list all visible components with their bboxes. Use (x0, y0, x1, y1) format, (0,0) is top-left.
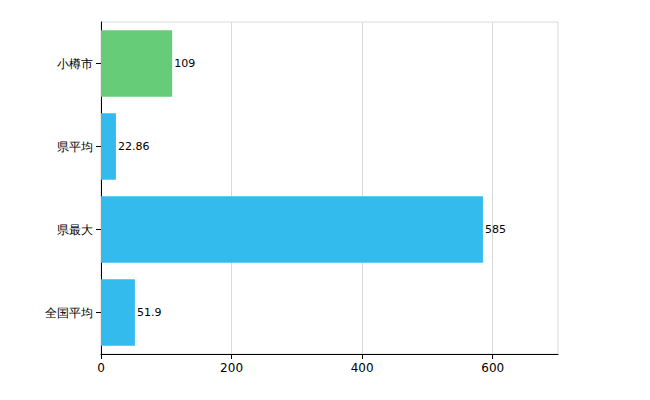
svg-text:51.9: 51.9 (137, 306, 162, 319)
svg-text:400: 400 (351, 361, 374, 375)
svg-text:小樽市: 小樽市 (57, 57, 93, 71)
svg-text:585: 585 (485, 223, 506, 236)
svg-text:0: 0 (97, 361, 105, 375)
svg-text:県最大: 県最大 (57, 223, 93, 237)
svg-text:200: 200 (220, 361, 243, 375)
svg-text:全国平均: 全国平均 (45, 306, 93, 320)
svg-text:22.86: 22.86 (118, 140, 150, 153)
svg-text:600: 600 (481, 361, 504, 375)
svg-text:109: 109 (174, 57, 195, 70)
svg-text:県平均: 県平均 (57, 140, 93, 154)
